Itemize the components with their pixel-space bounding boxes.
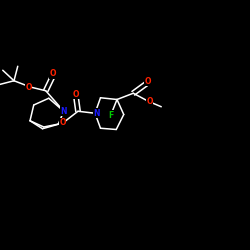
Text: O: O: [73, 90, 79, 99]
Text: O: O: [144, 77, 151, 86]
Text: N: N: [93, 109, 100, 118]
Text: O: O: [25, 82, 32, 92]
Text: O: O: [59, 118, 66, 127]
Text: N: N: [60, 107, 67, 116]
Text: O: O: [146, 97, 153, 106]
Text: O: O: [50, 69, 56, 78]
Text: F: F: [108, 110, 113, 120]
